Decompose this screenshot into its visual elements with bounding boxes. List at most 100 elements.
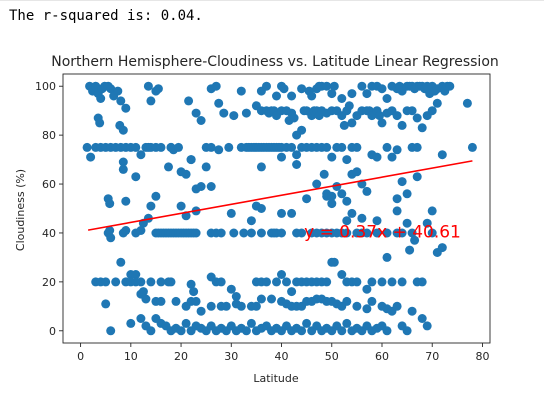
data-point xyxy=(251,301,261,311)
data-point xyxy=(382,228,392,238)
y-tick-label: 60 xyxy=(42,178,56,191)
data-point xyxy=(327,89,337,99)
data-point xyxy=(362,186,372,196)
data-point xyxy=(297,228,307,238)
data-point xyxy=(342,196,352,206)
data-point xyxy=(282,277,291,287)
data-point xyxy=(327,191,337,201)
data-point xyxy=(372,152,382,162)
ticks-layer: 0 10 20 30 40 50 60 70 80 0 20 40 60 80 100 xyxy=(35,80,489,363)
data-point xyxy=(297,326,307,336)
data-point xyxy=(186,155,196,165)
axes-layer xyxy=(62,73,491,344)
data-point xyxy=(277,208,286,218)
data-point xyxy=(146,201,156,211)
data-point xyxy=(397,277,407,287)
data-point xyxy=(437,243,447,253)
data-point xyxy=(352,167,362,177)
data-point xyxy=(287,287,297,297)
data-point xyxy=(239,228,249,238)
data-point xyxy=(392,301,402,311)
data-point xyxy=(342,216,352,226)
data-point xyxy=(375,111,384,121)
data-point xyxy=(367,277,377,287)
data-point xyxy=(347,118,357,128)
data-point xyxy=(377,277,387,287)
data-point xyxy=(201,162,211,172)
data-point xyxy=(277,270,286,279)
data-point xyxy=(352,301,362,311)
data-point xyxy=(329,257,339,267)
data-point xyxy=(337,326,347,336)
output-top-rule xyxy=(0,0,544,1)
data-point xyxy=(279,84,289,94)
data-point xyxy=(86,152,96,162)
data-point xyxy=(181,169,191,179)
data-point xyxy=(392,145,402,155)
data-point xyxy=(410,235,420,245)
data-point xyxy=(337,270,347,279)
x-tick-label: 0 xyxy=(77,350,84,363)
data-point xyxy=(196,306,206,316)
data-point xyxy=(272,277,281,287)
data-point xyxy=(206,301,216,311)
data-point xyxy=(352,277,362,287)
data-point xyxy=(337,94,347,103)
data-point xyxy=(267,294,276,304)
data-point xyxy=(126,318,136,328)
data-point xyxy=(277,152,286,162)
data-point xyxy=(382,252,392,262)
data-point xyxy=(105,226,115,235)
data-point xyxy=(302,318,312,328)
data-point xyxy=(287,91,297,101)
data-point xyxy=(319,169,329,179)
data-point xyxy=(111,277,121,287)
data-point xyxy=(337,142,347,152)
data-point xyxy=(407,306,417,316)
data-point xyxy=(352,142,362,152)
data-point xyxy=(156,142,166,152)
data-point xyxy=(131,277,141,287)
regression-line xyxy=(87,160,473,231)
data-point xyxy=(342,155,352,165)
data-point xyxy=(216,228,226,238)
data-point xyxy=(372,216,382,226)
data-point xyxy=(116,257,126,267)
data-point xyxy=(151,191,161,201)
data-point xyxy=(171,296,181,306)
data-point xyxy=(402,218,412,228)
data-point xyxy=(445,81,455,91)
data-point xyxy=(143,81,153,91)
data-point xyxy=(176,326,186,336)
data-point xyxy=(196,116,206,125)
data-point xyxy=(166,277,176,287)
data-point xyxy=(116,96,126,106)
data-point xyxy=(176,201,186,211)
y-tick-label: 80 xyxy=(42,129,56,142)
data-point xyxy=(174,142,183,152)
data-point xyxy=(277,228,286,238)
data-point xyxy=(402,326,412,336)
data-point xyxy=(297,84,307,94)
data-point xyxy=(214,145,224,155)
data-point xyxy=(387,277,397,287)
data-point xyxy=(432,98,442,108)
data-point xyxy=(191,296,201,306)
y-axis-label: Cloudiness (%) xyxy=(14,169,27,251)
x-tick-label: 70 xyxy=(425,350,439,363)
data-point xyxy=(412,172,422,182)
data-point xyxy=(292,160,302,169)
data-point xyxy=(397,120,407,130)
data-point xyxy=(339,120,349,130)
data-point xyxy=(246,318,256,328)
data-point xyxy=(392,194,402,204)
data-point xyxy=(397,228,407,238)
data-point xyxy=(377,118,387,128)
x-tick-label: 40 xyxy=(275,350,289,363)
data-point xyxy=(106,84,116,94)
data-point xyxy=(131,270,141,279)
data-point xyxy=(219,108,229,118)
data-point xyxy=(206,142,216,152)
regression-equation-label: y = 0.37x + 40.61 xyxy=(304,223,461,243)
